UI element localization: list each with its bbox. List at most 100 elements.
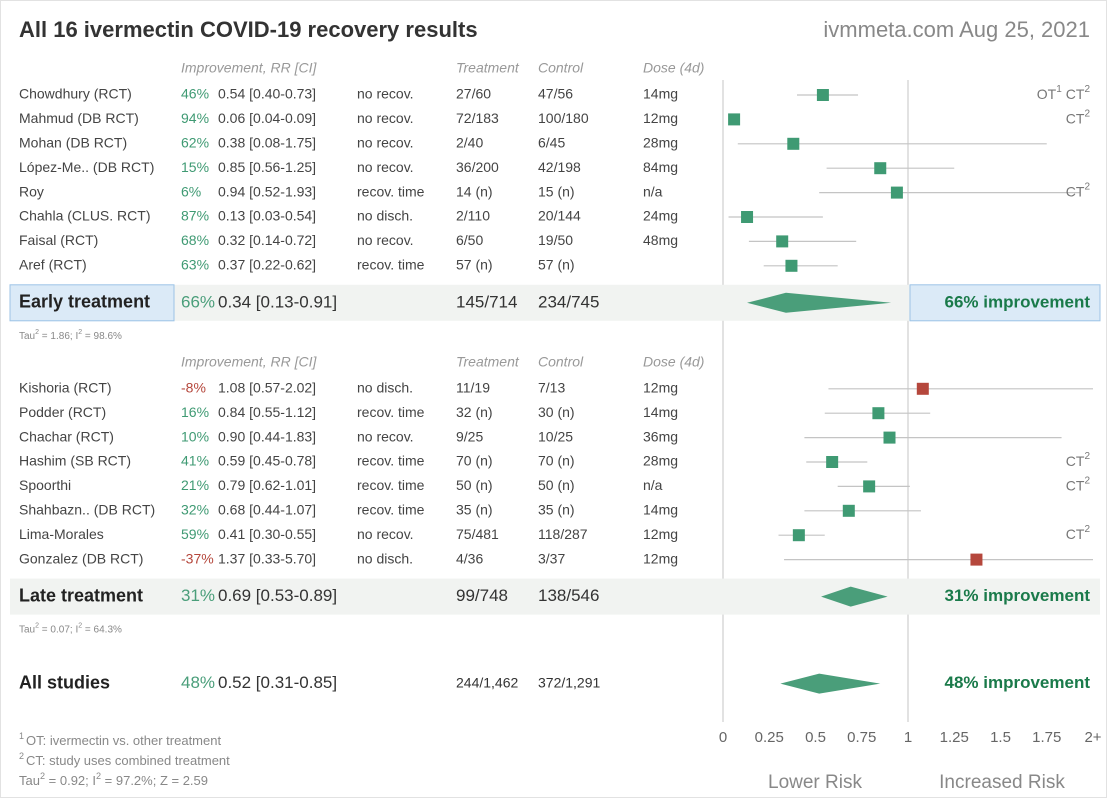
summary-name: All studies	[19, 672, 110, 692]
note-sup: 2	[1084, 476, 1090, 487]
effect-square	[741, 211, 754, 223]
improvement: 94%	[181, 110, 209, 126]
note-sup: 2	[1084, 182, 1090, 193]
treatment: 2/40	[456, 135, 483, 151]
control: 57 (n)	[538, 257, 575, 273]
x-tick-label: 0.5	[805, 729, 826, 746]
dose: 12mg	[643, 110, 678, 126]
treatment: 36/200	[456, 159, 499, 175]
improvement: 62%	[181, 135, 209, 151]
dose: 14mg	[643, 404, 678, 420]
improvement: 15%	[181, 159, 209, 175]
x-tick-label: 0.75	[847, 729, 876, 746]
text-part: = 64.3%	[82, 624, 122, 635]
column-header: Dose (4d)	[643, 354, 704, 370]
column-header: Improvement, RR [CI]	[181, 60, 317, 76]
x-label-higher: Increased Risk	[939, 772, 1065, 793]
summary-treatment: 145/714	[456, 292, 517, 311]
effect-square	[728, 113, 741, 126]
rr-ci: 0.84 [0.55-1.12]	[218, 404, 316, 420]
summary-control: 372/1,291	[538, 674, 600, 690]
x-tick-label: 0	[719, 729, 727, 746]
note-sup: 2	[1084, 524, 1090, 535]
study-name: Podder (RCT)	[19, 404, 106, 420]
treatment: 27/60	[456, 86, 491, 102]
text-part: = 0.92; I	[45, 773, 96, 788]
rr-ci: 0.38 [0.08-1.75]	[218, 135, 316, 151]
rr-ci: 1.08 [0.57-2.02]	[218, 380, 316, 396]
treatment: 11/19	[456, 380, 490, 396]
summary-improvement: 31%	[181, 586, 215, 605]
study-notes: CT2	[1066, 182, 1091, 200]
x-tick-label: 1.75	[1032, 729, 1061, 746]
summary-treatment: 99/748	[456, 586, 508, 605]
study-notes: CT2	[1066, 524, 1091, 542]
treatment: 14 (n)	[456, 183, 493, 199]
rr-ci: 0.85 [0.56-1.25]	[218, 159, 316, 175]
summary-rr-ci: 0.69 [0.53-0.89]	[218, 586, 337, 605]
study-name: Gonzalez (DB RCT)	[19, 550, 143, 566]
rr-ci: 0.79 [0.62-1.01]	[218, 477, 316, 493]
column-header: Treatment	[456, 60, 520, 76]
summary-result: 66% improvement	[945, 292, 1091, 311]
improvement: 16%	[181, 404, 209, 420]
superscript: 2	[35, 623, 39, 630]
effect-square	[970, 553, 983, 566]
treatment: 35 (n)	[456, 502, 493, 518]
heterogeneity: Tau2 = 0.92; I2 = 97.2%; Z = 2.59	[19, 771, 208, 788]
x-tick-label: 1	[904, 729, 912, 746]
improvement: 41%	[181, 453, 209, 469]
improvement: 32%	[181, 502, 209, 518]
effect-square	[842, 504, 855, 517]
superscript: 2	[78, 329, 82, 336]
summary-result-box	[909, 284, 1101, 322]
effect-square	[816, 89, 829, 101]
outcome: recov. time	[357, 257, 425, 273]
control: 70 (n)	[538, 453, 575, 469]
dose: 14mg	[643, 502, 678, 518]
column-header: Control	[538, 354, 584, 370]
x-tick-label: 2+	[1084, 729, 1101, 746]
control: 47/56	[538, 86, 573, 102]
dose: 12mg	[643, 380, 678, 396]
rr-ci: 0.41 [0.30-0.55]	[218, 526, 316, 542]
study-notes: CT2	[1066, 476, 1091, 494]
effect-square	[890, 186, 903, 199]
study-name: Hashim (SB RCT)	[19, 453, 131, 469]
note-sup: 2	[1084, 451, 1090, 462]
study-name: Kishoria (RCT)	[19, 380, 112, 396]
study-name: Lima-Morales	[19, 526, 104, 542]
footnote-sup: 2	[19, 751, 24, 761]
footnote-sup: 1	[19, 731, 24, 741]
footnote-text: OT: ivermectin vs. other treatment	[26, 733, 221, 748]
summary-diamond	[821, 586, 888, 607]
outcome: recov. time	[357, 502, 425, 518]
note-sup: 2	[1084, 84, 1090, 95]
effect-square	[785, 259, 798, 272]
control: 35 (n)	[538, 502, 575, 518]
footnote: 2 CT: study uses combined treatment	[19, 751, 230, 768]
control: 118/287	[538, 526, 588, 542]
outcome: recov. time	[357, 183, 425, 199]
treatment: 50 (n)	[456, 477, 493, 493]
text-part: Tau	[19, 773, 40, 788]
x-tick-label: 0.25	[755, 729, 784, 746]
treatment: 70 (n)	[456, 453, 493, 469]
effect-square	[874, 162, 887, 175]
improvement: 59%	[181, 526, 209, 542]
study-name: Spoorthi	[19, 477, 71, 493]
column-header: Treatment	[456, 354, 520, 370]
improvement: 10%	[181, 428, 209, 444]
control: 3/37	[538, 550, 565, 566]
summary-diamond	[780, 673, 881, 694]
control: 50 (n)	[538, 477, 575, 493]
rr-ci: 0.68 [0.44-1.07]	[218, 502, 316, 518]
study-name: Aref (RCT)	[19, 257, 87, 273]
study-name: Chachar (RCT)	[19, 428, 114, 444]
note: CT	[1066, 526, 1085, 542]
control: 20/144	[538, 208, 581, 224]
control: 100/180	[538, 110, 589, 126]
study-name: Shahbazn.. (DB RCT)	[19, 502, 155, 518]
dose: 48mg	[643, 232, 678, 248]
